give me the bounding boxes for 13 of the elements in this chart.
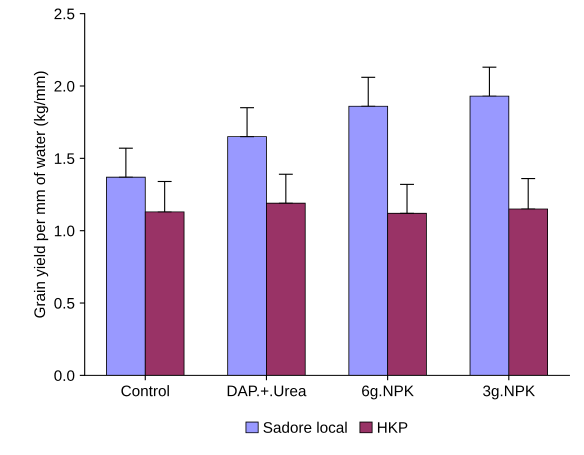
- y-tick-label: 1.5: [54, 153, 74, 164]
- y-tick-label: 2.5: [54, 8, 74, 20]
- y-tick-label: 1.0: [54, 226, 74, 236]
- y-tick-label: 0.5: [54, 298, 74, 309]
- legend-label: HKP: [378, 422, 408, 433]
- x-tick-label: DAP.+.Urea: [228, 386, 306, 396]
- x-tick-label: Control: [121, 385, 169, 396]
- x-tick-label: 3g.NPK: [483, 386, 535, 400]
- y-axis-title: Grain yield per mm of water (kg/mm): [34, 72, 48, 318]
- y-tick-label: 0.0: [54, 370, 74, 382]
- x-tick-label: 6g.NPK: [362, 386, 414, 400]
- y-tick-label: 2.0: [54, 80, 74, 92]
- legend-label: Sadore local: [263, 422, 347, 433]
